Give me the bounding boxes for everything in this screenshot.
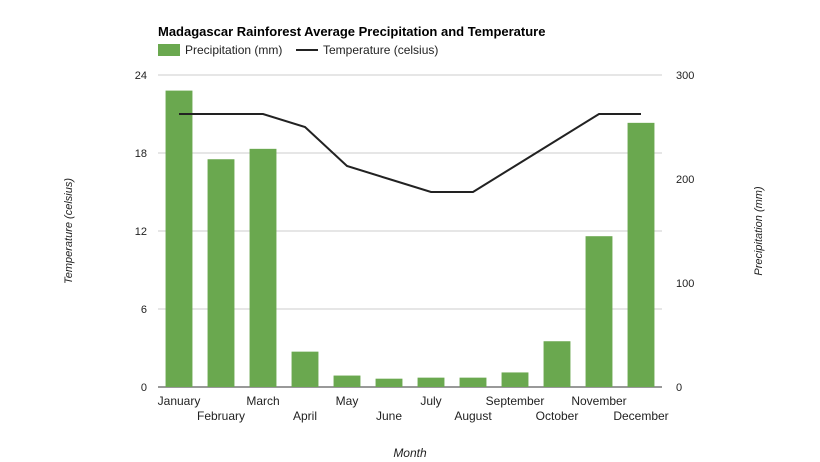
temperature-line xyxy=(179,113,641,193)
legend-swatch-precipitation xyxy=(158,44,180,56)
x-tick-november: November xyxy=(571,394,626,408)
x-tick-october: October xyxy=(536,409,579,423)
x-tick-december: December xyxy=(613,409,668,423)
y-tick-left: 18 xyxy=(135,148,147,160)
grid xyxy=(158,74,662,388)
line-series xyxy=(179,113,641,193)
right-axis-ticks: 0 100 200 300 xyxy=(676,70,694,394)
bar-june xyxy=(375,378,403,387)
y-tick-right: 300 xyxy=(676,70,694,82)
y-tick-left: 0 xyxy=(141,382,147,394)
left-axis-title: Temperature (celsius) xyxy=(63,178,75,284)
bar-march xyxy=(249,148,277,387)
x-tick-february: February xyxy=(197,409,245,423)
y-tick-left: 12 xyxy=(135,226,147,238)
legend: Precipitation (mm) Temperature (celsius) xyxy=(158,43,438,57)
bar-april xyxy=(291,351,319,387)
bar-october xyxy=(543,341,571,387)
x-tick-may: May xyxy=(336,394,359,408)
x-tick-june: June xyxy=(376,409,402,423)
left-axis-ticks: 0 6 12 18 24 xyxy=(135,70,147,394)
bar-december xyxy=(627,122,655,387)
x-tick-july: July xyxy=(420,394,441,408)
x-tick-april: April xyxy=(293,409,317,423)
x-tick-september: September xyxy=(486,394,545,408)
bar-series xyxy=(165,90,655,387)
y-tick-left: 24 xyxy=(135,70,147,82)
x-tick-march: March xyxy=(246,394,279,408)
y-tick-right: 0 xyxy=(676,382,682,394)
legend-label-temperature: Temperature (celsius) xyxy=(323,43,438,57)
x-axis-title: Month xyxy=(393,446,427,460)
y-tick-right: 100 xyxy=(676,278,694,290)
bar-february xyxy=(207,159,235,387)
y-tick-right: 200 xyxy=(676,174,694,186)
y-tick-left: 6 xyxy=(141,304,147,316)
bar-november xyxy=(585,236,613,387)
x-tick-august: August xyxy=(454,409,492,423)
right-axis-title: Precipitation (mm) xyxy=(753,186,765,276)
bar-may xyxy=(333,375,361,387)
bar-august xyxy=(459,377,487,387)
bar-january xyxy=(165,90,193,387)
chart-title: Madagascar Rainforest Average Precipitat… xyxy=(158,24,545,39)
legend-label-precipitation: Precipitation (mm) xyxy=(185,43,282,57)
x-tick-january: January xyxy=(158,394,201,408)
bar-september xyxy=(501,372,529,387)
bar-july xyxy=(417,377,445,387)
